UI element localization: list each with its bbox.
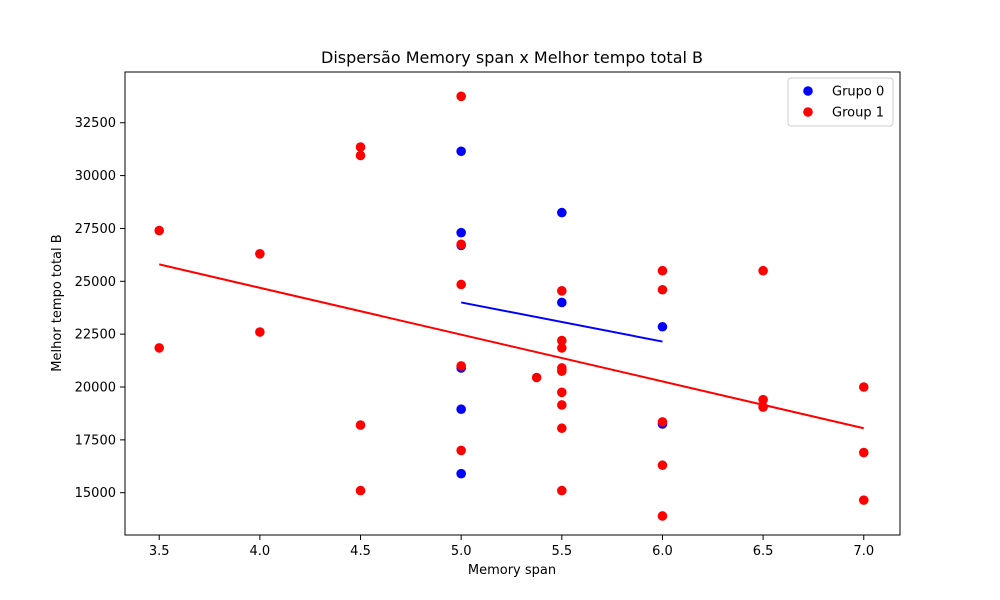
y-tick-label: 30000 [75, 169, 116, 184]
point-series-1 [657, 511, 668, 521]
point-series-1 [858, 447, 869, 458]
chart-title: Dispersão Memory span x Melhor tempo tot… [321, 48, 703, 67]
legend: Grupo 0 Group 1 [787, 77, 894, 127]
point-series-1 [557, 335, 567, 346]
point-series-0 [557, 207, 567, 218]
point-series-1 [657, 417, 668, 427]
trendline-series-1 [158, 263, 864, 430]
point-series-1 [557, 423, 567, 434]
point-series-1 [557, 366, 567, 376]
point-series-1 [657, 284, 668, 295]
point-series-1 [557, 286, 567, 296]
point-series-1 [557, 485, 567, 496]
legend-marker [803, 86, 813, 96]
point-series-1 [355, 150, 366, 161]
point-series-1 [456, 361, 466, 371]
point-series-0 [456, 146, 466, 157]
x-tick-label: 4.0 [250, 544, 271, 559]
point-series-1 [557, 400, 567, 410]
x-axis-label: Memory span [468, 563, 556, 578]
legend-marker [803, 107, 813, 117]
x-tick-label: 6.5 [753, 544, 774, 559]
point-series-1 [557, 343, 567, 353]
point-series-1 [154, 225, 165, 236]
data-marks [154, 91, 869, 521]
point-series-0 [657, 321, 668, 332]
legend-label: Grupo 0 [832, 85, 884, 100]
point-series-0 [456, 404, 466, 415]
point-series-1 [531, 372, 542, 383]
point-series-1 [858, 495, 869, 505]
point-series-0 [456, 468, 466, 479]
y-tick-label: 22500 [75, 328, 116, 343]
y-axis: 15000 17500 20000 22500 25000 27500 30000 32500 [75, 116, 125, 501]
x-tick-label: 5.0 [451, 544, 472, 559]
legend-label: Group 1 [832, 106, 884, 121]
x-tick-label: 4.5 [350, 544, 371, 559]
point-series-1 [456, 91, 466, 102]
plot-frame [124, 71, 901, 536]
y-tick-label: 25000 [75, 275, 116, 290]
legend-box [787, 77, 894, 127]
plot-area [125, 72, 900, 535]
y-tick-label: 27500 [75, 222, 116, 237]
point-series-0 [557, 297, 567, 308]
point-series-1 [456, 445, 466, 456]
point-series-1 [355, 142, 366, 152]
x-tick-label: 7.0 [853, 544, 874, 559]
point-series-1 [255, 327, 265, 337]
point-series-1 [657, 265, 668, 276]
y-tick-label: 15000 [75, 486, 116, 501]
trendline-series-0 [460, 301, 663, 343]
point-series-1 [758, 394, 768, 405]
x-tick-label: 6.0 [652, 544, 673, 559]
point-series-1 [355, 485, 366, 496]
y-tick-label: 32500 [75, 116, 116, 131]
point-series-1 [154, 343, 165, 353]
x-tick-label: 5.5 [551, 544, 572, 559]
point-series-1 [355, 420, 366, 430]
x-axis: 3.5 4.0 4.5 5.0 5.5 6.0 6.5 7.0 [149, 535, 874, 559]
y-axis-label: Melhor tempo total B [50, 234, 65, 371]
point-series-1 [456, 239, 466, 250]
point-series-0 [456, 227, 466, 238]
point-series-1 [657, 460, 668, 471]
point-series-1 [758, 265, 768, 276]
y-tick-label: 17500 [75, 433, 116, 448]
point-series-1 [557, 387, 567, 398]
y-tick-label: 20000 [75, 381, 116, 396]
trend-lines [158, 263, 864, 430]
point-series-1 [255, 249, 265, 259]
point-series-1 [456, 279, 466, 290]
x-tick-label: 3.5 [149, 544, 170, 559]
point-series-1 [858, 382, 869, 392]
